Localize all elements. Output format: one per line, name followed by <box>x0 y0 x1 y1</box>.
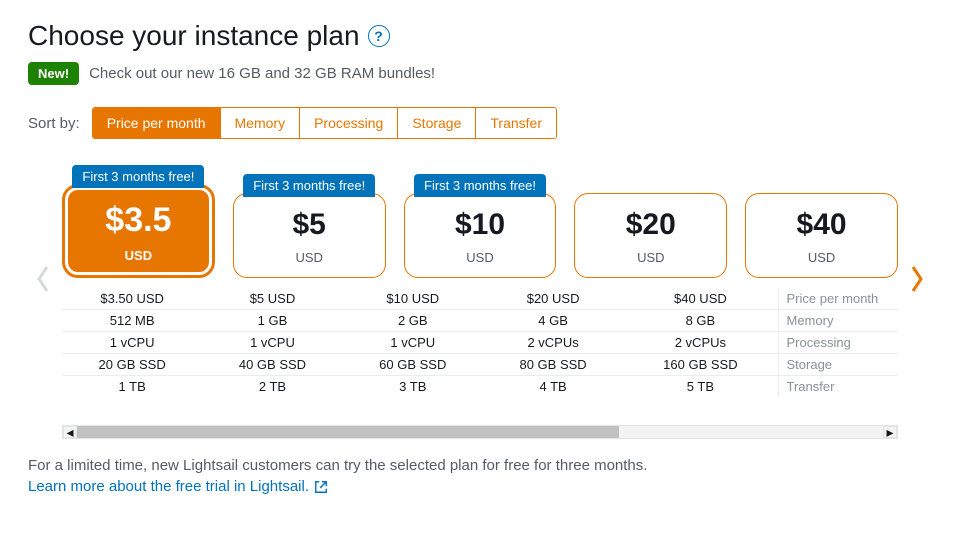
spec-cell: 5 TB <box>623 376 778 398</box>
spec-cell: 2 TB <box>202 376 342 398</box>
promo-text: Check out our new 16 GB and 32 GB RAM bu… <box>89 65 435 82</box>
plan-currency: USD <box>242 250 377 265</box>
spec-cell: 2 vCPUs <box>623 332 778 354</box>
spec-row-label: Memory <box>778 310 898 332</box>
spec-cell: 160 GB SSD <box>623 354 778 376</box>
spec-row-label: Price per month <box>778 288 898 310</box>
spec-cell: 60 GB SSD <box>343 354 483 376</box>
sort-tab-price-per-month[interactable]: Price per month <box>93 108 221 138</box>
spec-cell: 20 GB SSD <box>62 354 202 376</box>
plan-card[interactable]: $40 USD <box>745 193 898 278</box>
spec-row-label: Storage <box>778 354 898 376</box>
external-link-icon <box>314 480 328 494</box>
carousel-prev-button[interactable] <box>28 249 58 309</box>
spec-cell: 1 TB <box>62 376 202 398</box>
plan-card[interactable]: $5 USD <box>233 193 386 278</box>
spec-cell: 1 GB <box>202 310 342 332</box>
plan-currency: USD <box>413 250 548 265</box>
spec-cell: $10 USD <box>343 288 483 310</box>
learn-more-link-text: Learn more about the free trial in Light… <box>28 478 309 495</box>
plan-cards-row: First 3 months free! $3.5 USD First 3 month… <box>62 161 898 278</box>
spec-cell: 1 vCPU <box>343 332 483 354</box>
plan-card[interactable]: $3.5 USD <box>62 184 215 278</box>
sort-tab-memory[interactable]: Memory <box>221 108 301 138</box>
free-months-banner: First 3 months free! <box>243 174 375 197</box>
carousel-next-button[interactable] <box>902 249 932 309</box>
spec-cell: 40 GB SSD <box>202 354 342 376</box>
scrollbar-thumb[interactable] <box>77 426 619 438</box>
spec-cell: 1 vCPU <box>62 332 202 354</box>
plan-currency: USD <box>754 250 889 265</box>
sort-tab-storage[interactable]: Storage <box>398 108 476 138</box>
sort-tabs: Price per monthMemoryProcessingStorageTr… <box>92 107 557 139</box>
help-icon[interactable]: ? <box>368 25 390 47</box>
spec-cell: 3 TB <box>343 376 483 398</box>
spec-cell: $5 USD <box>202 288 342 310</box>
spec-cell: 2 GB <box>343 310 483 332</box>
free-trial-description: For a limited time, new Lightsail custom… <box>28 457 932 474</box>
learn-more-link[interactable]: Learn more about the free trial in Light… <box>28 478 328 495</box>
spec-cell: 512 MB <box>62 310 202 332</box>
spec-cell: $3.50 USD <box>62 288 202 310</box>
plan-currency: USD <box>583 250 718 265</box>
spec-row-label: Transfer <box>778 376 898 398</box>
sort-tab-processing[interactable]: Processing <box>300 108 398 138</box>
free-months-banner: First 3 months free! <box>414 174 546 197</box>
horizontal-scrollbar[interactable]: ◂ ▸ <box>62 425 898 439</box>
plan-price: $5 <box>242 208 377 242</box>
plan-card[interactable]: $10 USD <box>404 193 557 278</box>
free-months-banner: First 3 months free! <box>72 165 204 188</box>
scroll-right-button[interactable]: ▸ <box>883 426 897 438</box>
spec-cell: 4 TB <box>483 376 623 398</box>
plan-card[interactable]: $20 USD <box>574 193 727 278</box>
plan-specs-table: $3.50 USD$5 USD$10 USD$20 USD$40 USDPric… <box>62 288 898 397</box>
plan-price: $40 <box>754 208 889 242</box>
plan-price: $10 <box>413 208 548 242</box>
spec-cell: 80 GB SSD <box>483 354 623 376</box>
sort-tab-transfer[interactable]: Transfer <box>476 108 556 138</box>
scroll-left-button[interactable]: ◂ <box>63 426 77 438</box>
spec-cell: $40 USD <box>623 288 778 310</box>
spec-cell: 2 vCPUs <box>483 332 623 354</box>
sort-by-label: Sort by: <box>28 115 80 132</box>
spec-cell: 1 vCPU <box>202 332 342 354</box>
spec-row-label: Processing <box>778 332 898 354</box>
plan-price: $20 <box>583 208 718 242</box>
spec-cell: $20 USD <box>483 288 623 310</box>
page-title: Choose your instance plan <box>28 20 360 52</box>
new-badge: New! <box>28 62 79 85</box>
plan-currency: USD <box>73 248 204 263</box>
plan-price: $3.5 <box>73 201 204 240</box>
spec-cell: 4 GB <box>483 310 623 332</box>
spec-cell: 8 GB <box>623 310 778 332</box>
